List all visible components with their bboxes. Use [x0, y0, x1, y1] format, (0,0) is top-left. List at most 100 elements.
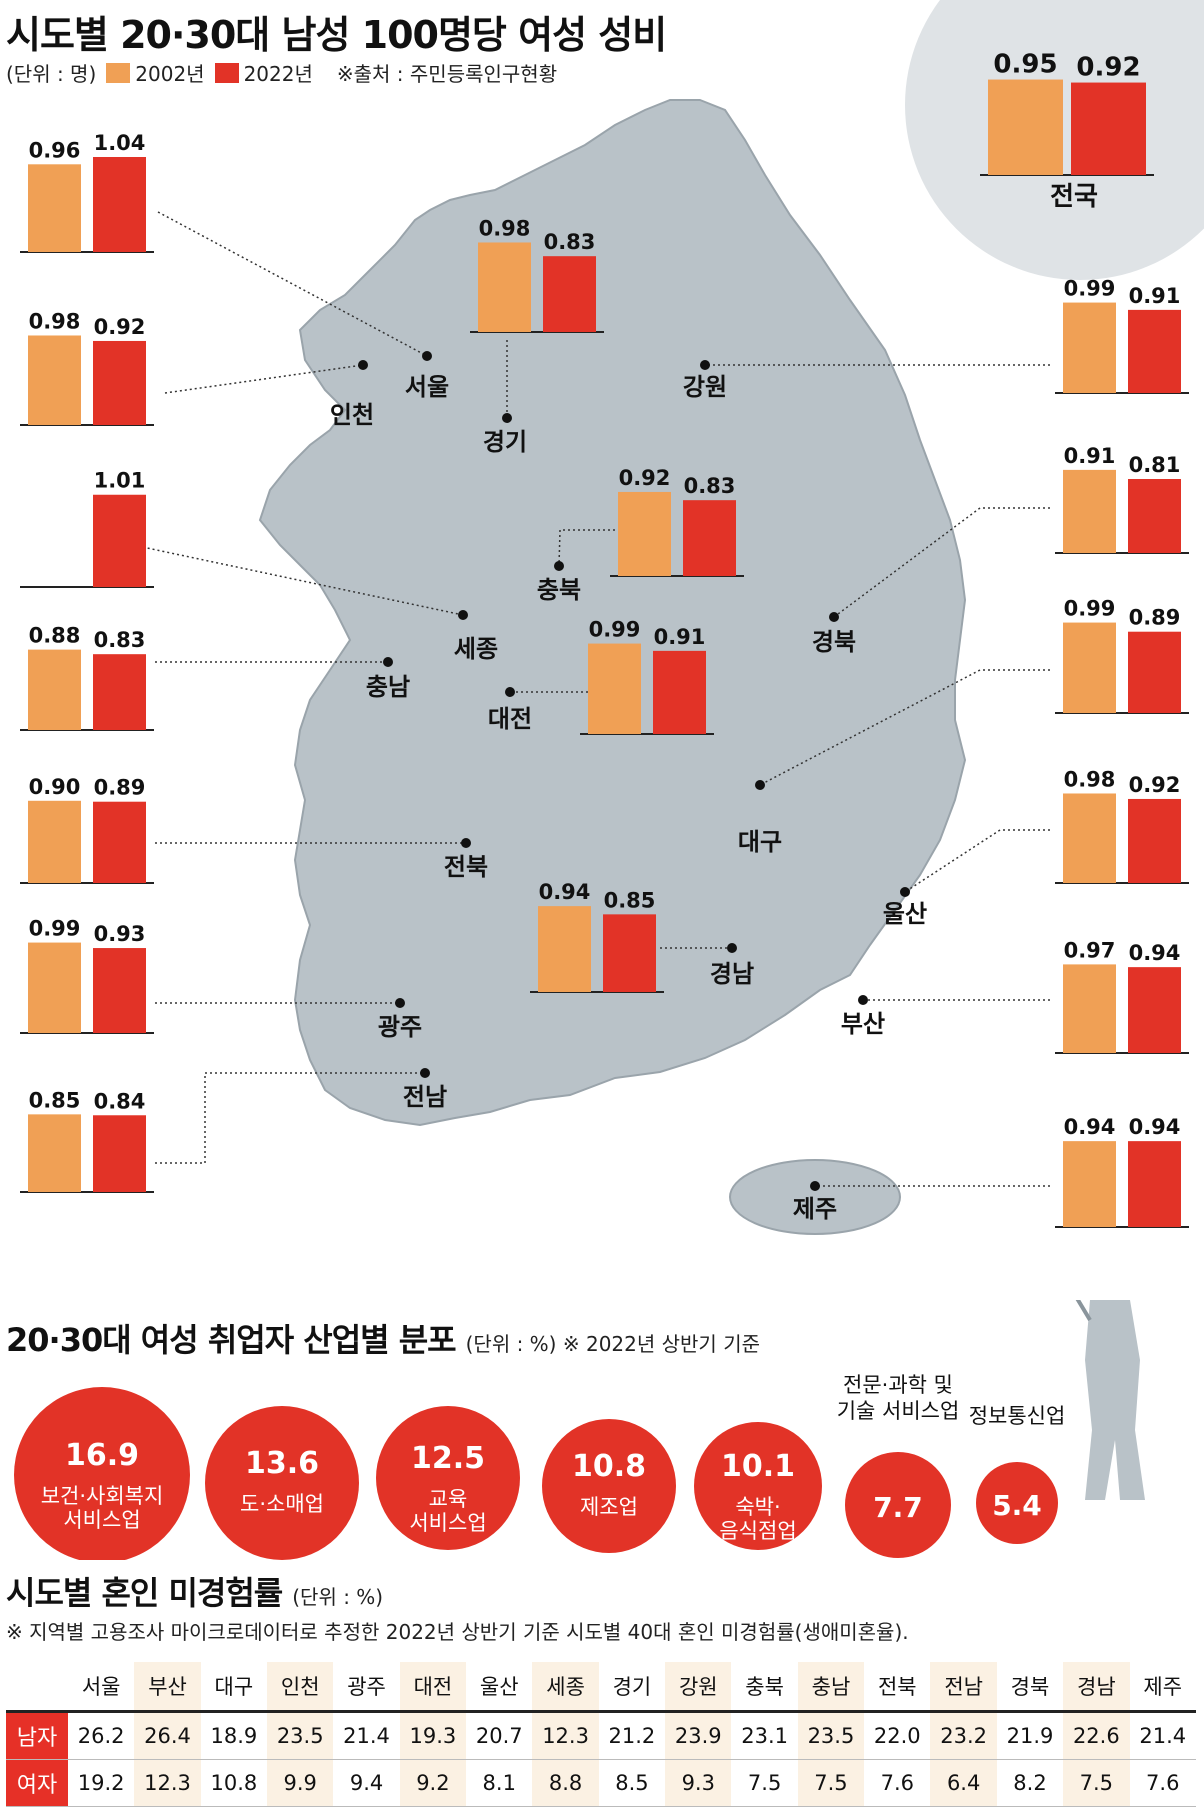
bar-2002 [28, 649, 81, 730]
marriage-note: ※ 지역별 고용조사 마이크로데이터로 추정한 2022년 상반기 기준 시도별… [6, 1620, 909, 1644]
industry-bubble-3: 10.8 제조업 [542, 1419, 676, 1553]
bar-2022 [1071, 82, 1146, 175]
bar-value-label: 0.93 [94, 922, 146, 946]
bubble-value: 10.8 [572, 1449, 646, 1484]
table-cell: 19.3 [399, 1711, 467, 1760]
region-label: 전남 [403, 1083, 447, 1111]
bar-value-label: 0.98 [479, 216, 531, 240]
bar-value-label: 1.04 [94, 131, 146, 155]
marriage-table: 서울 부산 대구 인천 광주 대전 울산 세종 경기 강원 충북 충남 전북 전남 경북 경남 제주 남자 26.… [6, 1662, 1196, 1807]
bar-value-label: 0.99 [589, 618, 641, 642]
region-group-9: 0.92 0.83 충북 [537, 466, 744, 604]
industry-bubble-5: 7.7 전문·과학 및기술 서비스업 [837, 1373, 959, 1558]
table-cell: 7.5 [797, 1759, 865, 1807]
table-cell: 18.9 [200, 1711, 268, 1760]
bar-2002 [1063, 964, 1116, 1053]
table-cell: 9.3 [665, 1759, 732, 1807]
region-group-16: 0.97 0.94 부산 [841, 938, 1189, 1054]
bar-value-label: 0.95 [993, 50, 1057, 80]
bubble-value: 16.9 [65, 1438, 139, 1473]
bar-2022 [93, 654, 146, 730]
region-label: 충남 [366, 673, 410, 701]
table-col-header: 충북 [731, 1662, 798, 1713]
bar-value-label: 0.92 [1129, 773, 1181, 797]
bar-2022 [1128, 967, 1181, 1053]
marriage-section-title: 시도별 혼인 미경험률 (단위 : %) [6, 1568, 383, 1614]
region-label: 세종 [454, 635, 498, 663]
bar-2022 [1128, 309, 1181, 393]
region-dot [502, 413, 512, 423]
bubble-label: 교육 [429, 1487, 468, 1511]
table-cell: 8.1 [466, 1759, 533, 1807]
table-cell: 26.4 [134, 1711, 201, 1760]
industry-unit: (단위 : %) [465, 1332, 557, 1356]
bubble-circle [845, 1452, 951, 1558]
region-group-12: 0.99 0.91 강원 [683, 277, 1189, 401]
bar-value-label: 0.85 [604, 888, 656, 912]
bar-value-label: 0.83 [684, 474, 736, 498]
table-col-header: 전북 [864, 1662, 931, 1713]
table-row: 여자 19.2 12.3 10.8 9.9 9.4 9.2 8.1 8.8 8.5 9.3 7.5 7.… [6, 1759, 1196, 1807]
bar-value-label: 0.92 [1076, 53, 1140, 83]
legend-swatch-2022 [214, 62, 239, 83]
bar-value-label: 0.92 [94, 315, 146, 339]
bar-2002 [1063, 469, 1116, 553]
bar-value-label: 0.96 [29, 138, 81, 162]
table-cell: 23.1 [731, 1711, 798, 1760]
table-cell: 6.4 [930, 1759, 997, 1807]
source-label: ※출처 : 주민등록인구현황 [336, 62, 558, 86]
bar-2022 [603, 914, 656, 992]
table-row-header: 남자 [6, 1711, 68, 1760]
region-group-7: 0.85 0.84 전남 [20, 1068, 447, 1193]
table-cell: 9.2 [399, 1759, 467, 1807]
bar-value-label: 0.99 [1064, 277, 1116, 301]
bar-value-label: 0.88 [29, 624, 81, 648]
bar-2002 [28, 942, 81, 1033]
bar-2002 [478, 242, 531, 332]
table-cell: 9.9 [267, 1759, 334, 1807]
bar-2022 [93, 157, 146, 252]
bar-2002 [1063, 302, 1116, 393]
region-label: 충북 [537, 576, 581, 604]
table-col-header: 경기 [598, 1662, 666, 1713]
region-dot [755, 780, 765, 790]
bar-value-label: 0.99 [1064, 597, 1116, 621]
region-dot [858, 995, 868, 1005]
region-label: 강원 [683, 373, 727, 401]
industry-bubble-1: 13.6 도·소매업 [205, 1406, 359, 1560]
legend-row: (단위 : 명) 2002년 2022년 ※출처 : 주민등록인구현황 [6, 58, 557, 87]
bar-value-label: 0.89 [94, 776, 146, 800]
table-cell: 7.6 [864, 1759, 931, 1807]
bar-2002 [588, 643, 641, 734]
bubble-label: 서비스업 [409, 1511, 486, 1535]
region-group-3: 1.01 세종 [20, 469, 498, 663]
table-cell: 19.2 [68, 1759, 135, 1807]
bar-value-label: 0.97 [1064, 938, 1116, 962]
bubble-value: 5.4 [992, 1489, 1042, 1522]
table-cell: 8.2 [996, 1759, 1064, 1807]
industry-section-title: 20·30대 여성 취업자 산업별 분포 (단위 : %) ※ 2022년 상반기… [6, 1315, 760, 1361]
bar-2022 [1128, 798, 1181, 883]
region-group-5: 0.90 0.89 전북 [20, 775, 488, 884]
legend-2022: 2022년 [214, 58, 313, 87]
silhouette-body [1085, 1300, 1145, 1500]
bubble-circle [976, 1462, 1058, 1544]
region-label: 전북 [444, 853, 488, 881]
region-group-0: 0.95 0.92 전국 [980, 50, 1154, 212]
bubble-label: 전문·과학 및 [843, 1373, 953, 1397]
leader-line [164, 364, 364, 394]
table-cell: 21.4 [1129, 1711, 1196, 1760]
region-dot [900, 887, 910, 897]
woman-silhouette [1075, 1300, 1145, 1500]
bar-value-label: 0.91 [1129, 284, 1181, 308]
table-col-header: 광주 [333, 1662, 400, 1713]
bubble-value: 7.7 [873, 1491, 923, 1524]
table-cell: 26.2 [68, 1711, 135, 1760]
table-cell: 7.5 [731, 1759, 798, 1807]
table-col-header: 인천 [267, 1662, 334, 1713]
bar-value-label: 0.91 [1064, 444, 1116, 468]
bar-2022 [93, 340, 146, 425]
table-cell: 8.5 [598, 1759, 666, 1807]
bar-value-label: 0.94 [1129, 1115, 1181, 1139]
bar-2022 [1128, 631, 1181, 713]
